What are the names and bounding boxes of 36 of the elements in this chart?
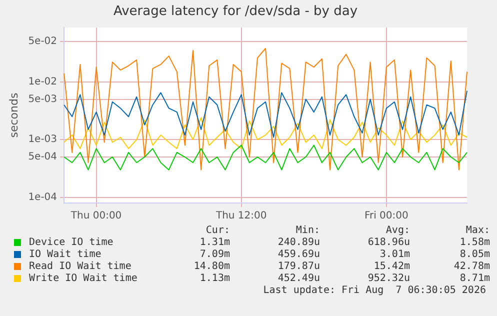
text: 1.58m — [458, 237, 490, 249]
text: 1.13m — [198, 273, 230, 285]
legend-label: IO Wait time — [29, 249, 102, 260]
x-tick-label: Thu 00:00 — [70, 210, 122, 222]
text: 1.31m — [198, 237, 230, 249]
legend-label: Write IO Wait time — [29, 273, 138, 284]
text: 8.71m — [458, 273, 490, 285]
y-axis-title: seconds — [7, 92, 20, 138]
text: 459.69u — [276, 249, 320, 261]
text: Last update: Fri Aug 7 06:30:05 2026 — [262, 285, 486, 296]
text: 240.89u — [276, 237, 320, 249]
text: Max: — [464, 225, 490, 237]
text: 3.01m — [378, 249, 410, 261]
text: 179.87u — [276, 261, 320, 273]
y-tick-label: 5e-02 — [28, 36, 58, 48]
y-tick-label: 1e-04 — [28, 192, 58, 203]
y-tick-label: 5e-04 — [28, 152, 58, 163]
legend-label: Device IO time — [29, 237, 114, 248]
text: 618.96u — [366, 237, 410, 249]
legend-label: Read IO Wait time — [29, 261, 132, 272]
text: 14.80m — [192, 261, 230, 273]
y-tick-label: 5e-03 — [28, 94, 58, 105]
text: 452.49u — [276, 273, 320, 285]
text: 15.42m — [372, 261, 410, 273]
y-tick-label: 1e-03 — [28, 134, 58, 146]
text: 952.32u — [366, 273, 410, 285]
text: 8.05m — [458, 249, 490, 261]
text: Avg: — [384, 225, 410, 237]
x-tick-label: Thu 12:00 — [214, 210, 267, 222]
text: 7.09m — [198, 249, 230, 261]
text: Cur: — [204, 225, 230, 237]
text: Min: — [294, 225, 320, 237]
text: 42.78m — [452, 261, 490, 273]
x-tick-label: Fri 00:00 — [364, 210, 408, 222]
chart-title: Average latency for /dev/sda - by day — [113, 4, 358, 20]
y-tick-label: 1e-02 — [28, 76, 58, 88]
